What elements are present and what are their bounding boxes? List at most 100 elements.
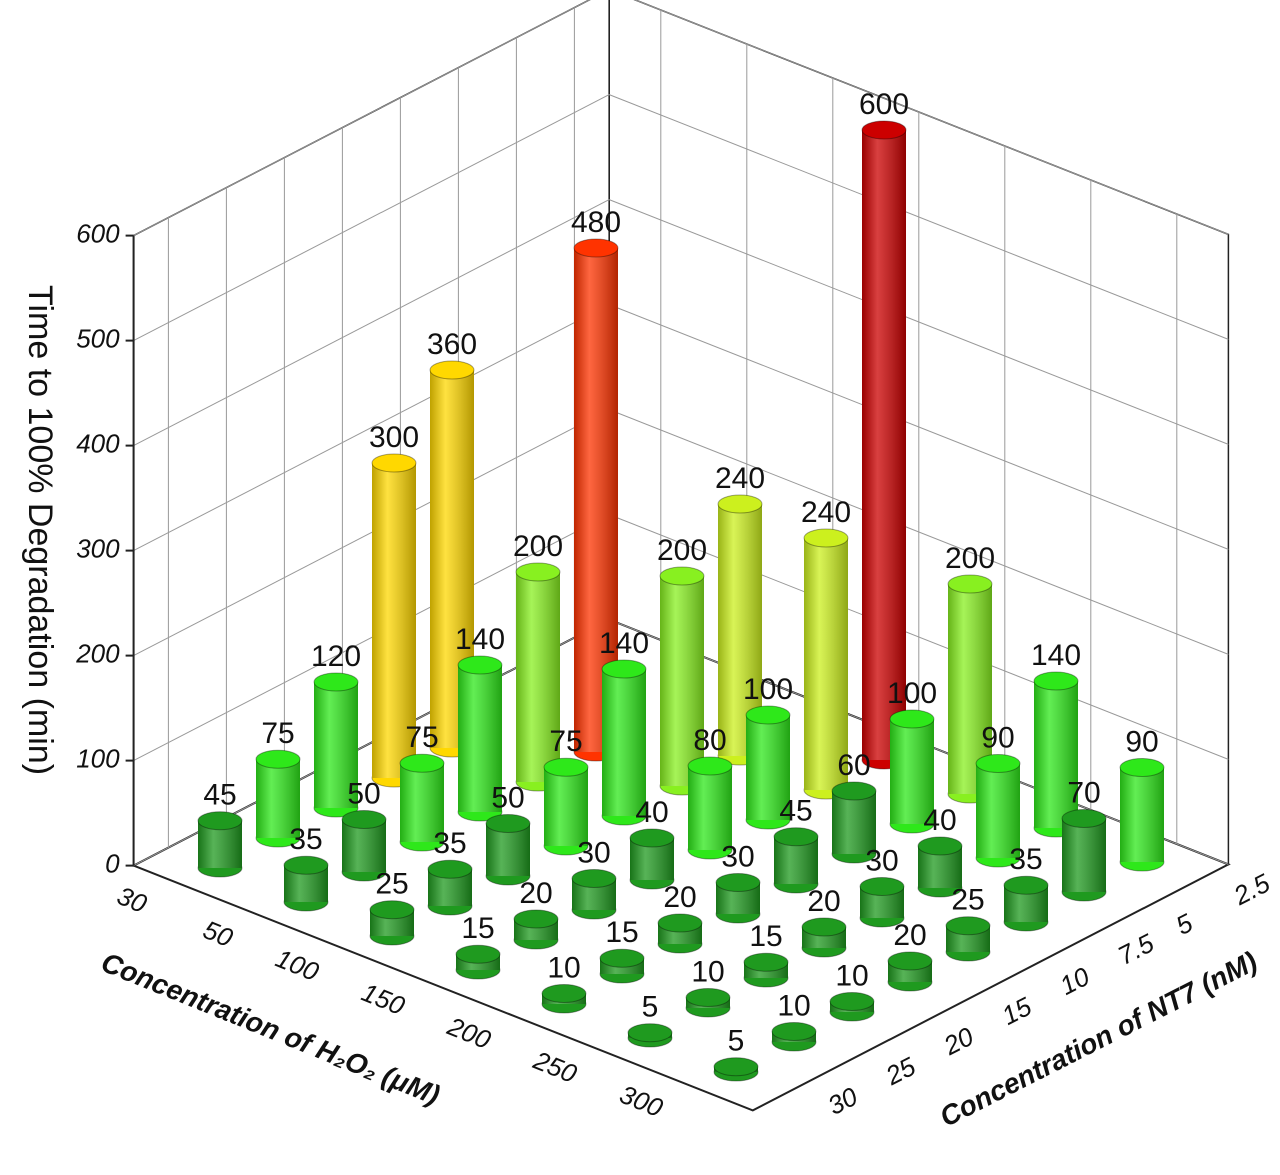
bar-shade [256,759,300,838]
bar-top [627,1023,673,1043]
bar-shade [976,763,1020,858]
bar [369,900,415,946]
value-label: 100 [743,673,793,706]
bar-shade [660,576,704,786]
grid-line [609,304,1229,550]
z-tick-label: 0 [105,848,120,878]
bar-top [1061,809,1107,828]
bar-shade [1034,681,1078,828]
value-label: 60 [837,749,870,782]
bar-shade [688,766,732,850]
bar-shade [862,130,906,760]
bar-top [1003,875,1049,895]
value-label: 20 [893,919,926,952]
value-label: 50 [491,781,524,814]
bar-top [975,754,1021,773]
value-label: 20 [663,881,696,914]
bar-top [629,828,675,848]
bar-top [659,566,705,586]
value-label: 10 [835,959,868,992]
grid-line [133,514,610,762]
value-label: 140 [599,627,649,660]
bar-top [313,672,359,692]
bar [687,756,733,860]
bar-top [745,705,791,725]
bar-top [455,944,501,964]
bar [801,917,847,958]
bar [745,705,791,830]
bar [659,566,705,796]
bar [541,984,587,1014]
grid-line [133,199,610,447]
bar-top [429,360,475,380]
value-label: 240 [715,462,765,495]
bar-shade [314,682,358,808]
bar [1033,671,1079,838]
value-label: 120 [311,640,361,673]
y-tick-label: 25 [880,1051,921,1092]
bar-top [917,836,963,856]
bar-top [771,1022,817,1041]
value-label: 35 [289,823,322,856]
bar-top [573,238,619,258]
bar-shade [1120,767,1164,862]
bar-top [945,916,991,936]
bar-shade [602,669,646,816]
bar [601,659,647,826]
bar-top [829,992,875,1011]
bar-top [457,655,503,675]
x-tick-label: 250 [529,1044,582,1089]
value-label: 15 [461,912,494,945]
bar [771,1022,817,1052]
value-label: 10 [691,955,724,988]
bar [861,120,907,770]
value-label: 30 [577,836,610,869]
bar-top [947,574,993,594]
value-label: 35 [1009,843,1042,876]
bar [717,494,763,766]
bar-top [601,659,647,679]
grid-line [609,199,1229,445]
bar-top [513,909,559,929]
bar [713,1057,759,1082]
bar-top [599,948,645,968]
x-axis-title: Concentration of H₂O₂ (μM) [97,947,444,1111]
value-label: 300 [369,421,419,454]
value-label: 80 [693,724,726,757]
bar [427,859,473,916]
bar [571,869,617,920]
bar-shade [400,763,444,842]
bar [657,913,703,954]
value-label: 75 [549,725,582,758]
x-tick-label: 30 [113,880,152,919]
value-label: 25 [375,868,408,901]
x-tick-label: 300 [616,1079,668,1123]
bar [283,855,329,912]
z-tick-label: 600 [76,218,120,248]
bar-top [399,753,445,773]
z-tick-label: 400 [76,428,120,458]
bar [513,909,559,950]
bar [917,836,963,898]
bar-shade [746,715,790,820]
grid-line [133,304,610,552]
value-label: 5 [642,991,659,1024]
bar [485,814,531,886]
value-label: 25 [951,884,984,917]
bar [255,749,301,848]
value-label: 240 [801,496,851,529]
bar [629,828,675,890]
bar-top [685,988,731,1007]
grid-line [609,94,1229,340]
bar-top [887,951,933,971]
y-tick-label: 15 [997,991,1037,1031]
grid-line [634,0,1229,235]
bar-top [773,827,819,847]
x-tick-label: 100 [272,943,324,987]
bar-top [197,811,243,831]
bar-top [283,855,329,875]
bar-top [717,494,763,514]
bar-top [369,900,415,920]
grid-line [133,94,610,342]
